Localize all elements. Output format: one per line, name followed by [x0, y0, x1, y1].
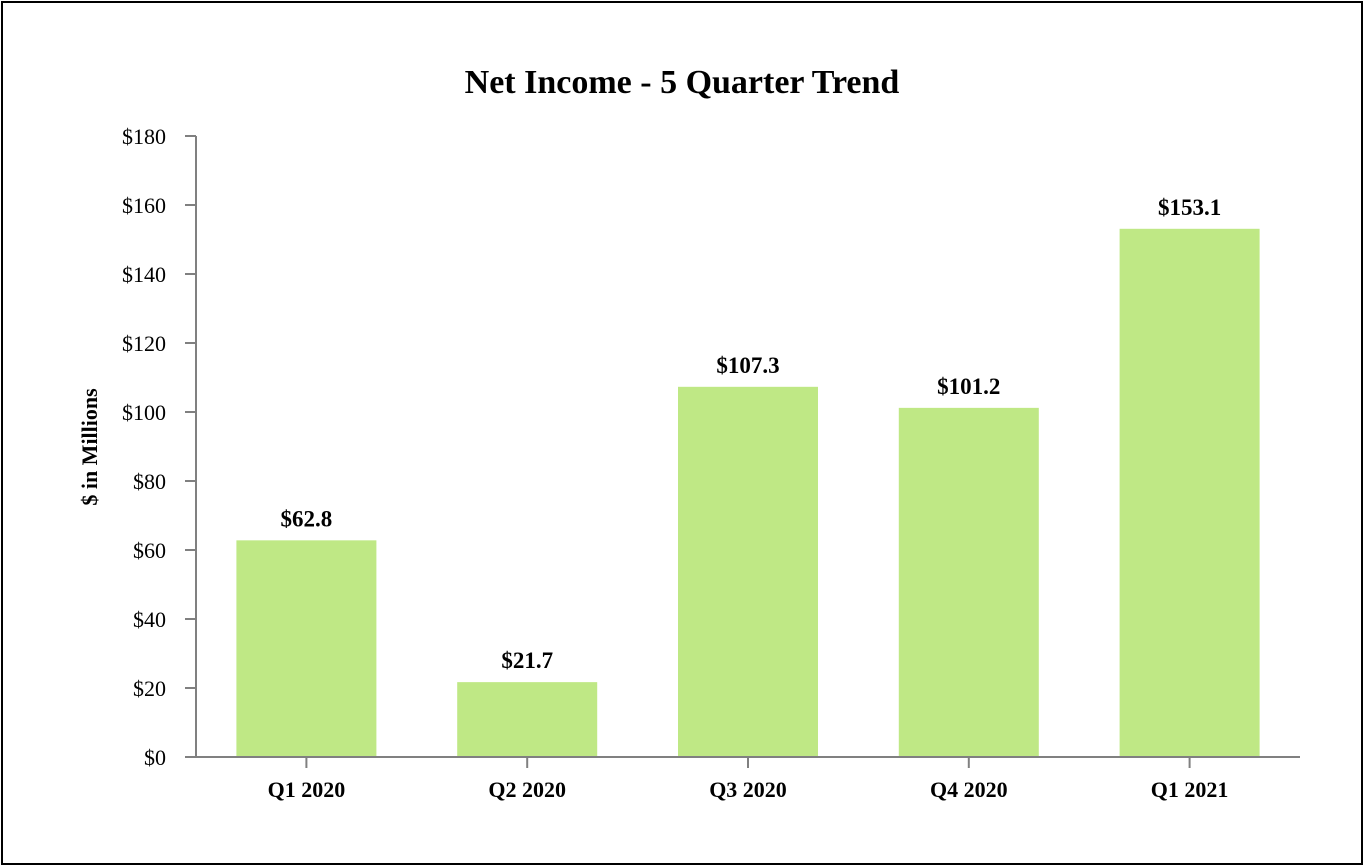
y-tick-label: $60 — [133, 538, 166, 563]
bar — [457, 682, 598, 757]
x-tick-label: Q1 2021 — [1151, 777, 1229, 802]
bar-value-label: $101.2 — [937, 374, 1000, 399]
y-tick-label: $120 — [122, 331, 166, 356]
y-tick-label: $40 — [133, 607, 166, 632]
x-tick-label: Q2 2020 — [488, 777, 566, 802]
x-axis: Q1 2020 Q2 2020 Q3 2020 Q4 2020 Q1 2021 — [185, 756, 1300, 802]
chart-title: Net Income - 5 Quarter Trend — [465, 64, 900, 101]
bars — [236, 228, 1260, 757]
y-tick-label: $100 — [122, 400, 166, 425]
data-labels: $62.8 $21.7 $107.3 $101.2 $153.1 — [281, 195, 1222, 673]
y-axis: $0 $20 $40 $60 $80 $100 $120 $140 $160 $180 — [122, 124, 197, 770]
bar-value-label: $153.1 — [1158, 195, 1221, 220]
bar-value-label: $107.3 — [716, 353, 779, 378]
y-tick-label: $80 — [133, 469, 166, 494]
x-tick-label: Q4 2020 — [930, 777, 1008, 802]
x-tick-label: Q1 2020 — [268, 777, 346, 802]
bar — [678, 386, 818, 757]
bar — [1119, 228, 1260, 757]
bar-value-label: $62.8 — [281, 506, 333, 531]
y-tick-label: $20 — [133, 676, 166, 701]
y-axis-label: $ in Millions — [77, 388, 102, 506]
bar-value-label: $21.7 — [501, 648, 553, 673]
bar — [236, 540, 377, 757]
y-tick-label: $180 — [122, 124, 166, 149]
x-tick-label: Q3 2020 — [709, 777, 787, 802]
y-tick-label: $0 — [144, 745, 166, 770]
y-tick-label: $160 — [122, 193, 166, 218]
bar — [898, 407, 1039, 757]
y-tick-label: $140 — [122, 262, 166, 287]
